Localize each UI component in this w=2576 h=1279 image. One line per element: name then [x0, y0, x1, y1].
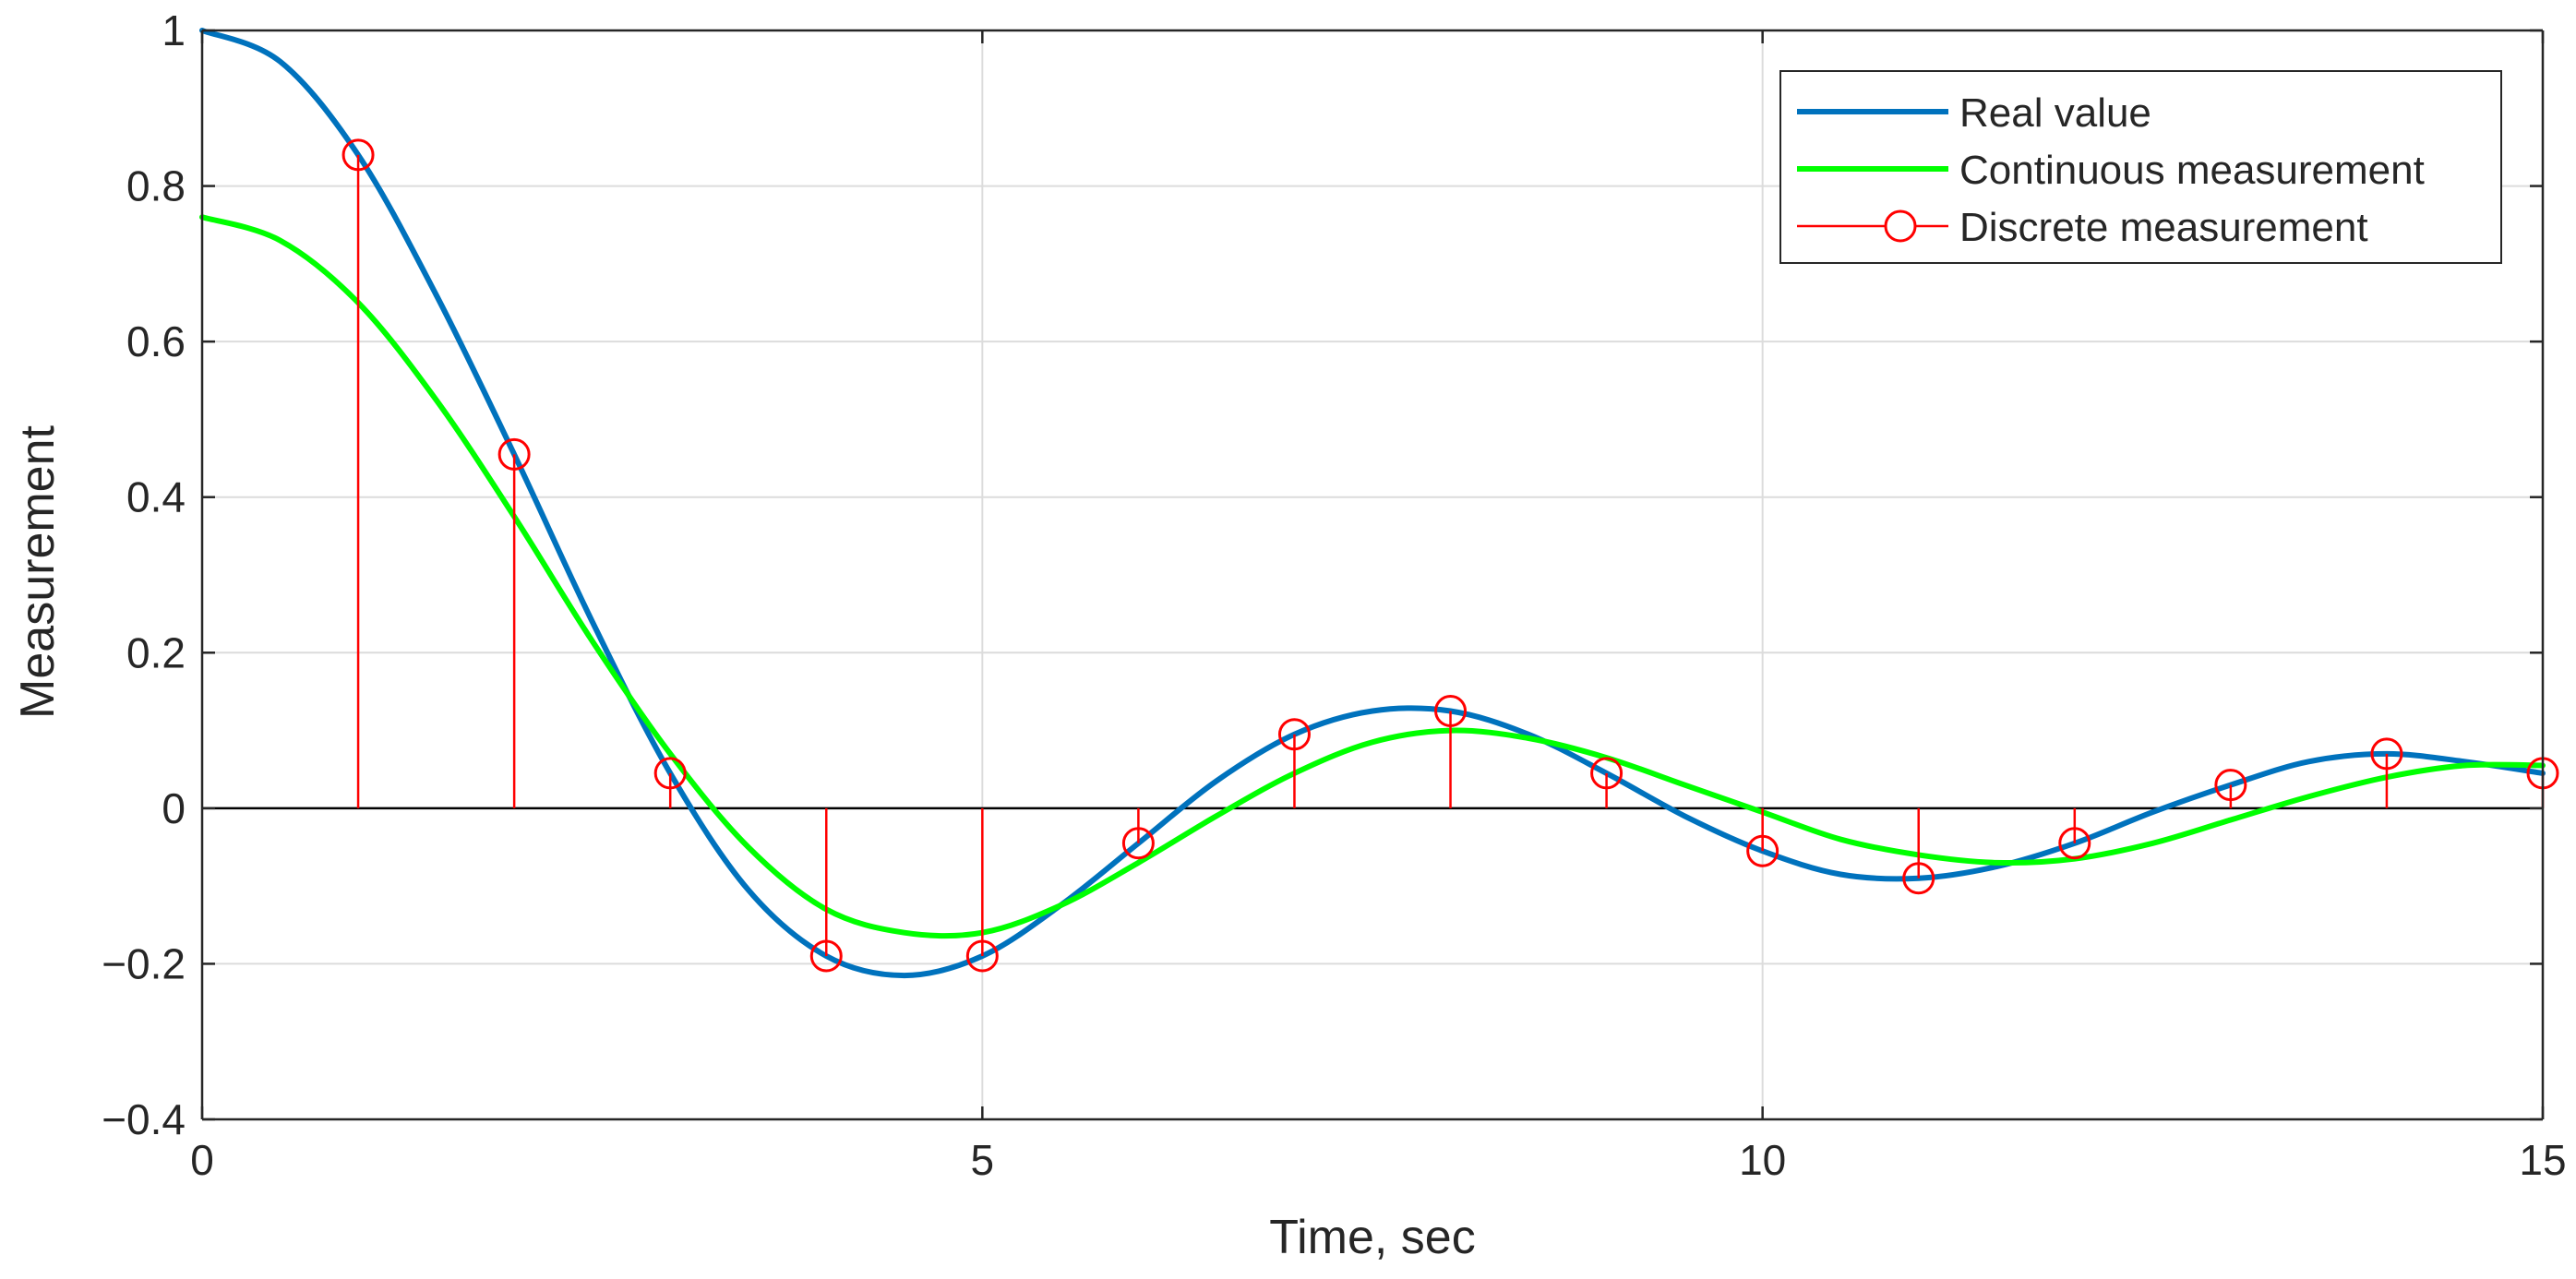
stem-marker: [653, 757, 687, 790]
discrete-measurement-stem: [2370, 737, 2403, 808]
legend-item: Discrete measurement: [1797, 205, 2368, 250]
legend: Real value Continuous measurement Discrete…: [1779, 70, 2502, 264]
stem-marker: [965, 939, 999, 973]
legend-marker: [1884, 209, 1917, 243]
stem-marker: [341, 138, 375, 172]
stem-marker: [2058, 827, 2091, 860]
stem-marker: [2214, 769, 2247, 802]
legend-item: Real value: [1797, 90, 2151, 136]
y-axis-label: Measurement: [11, 424, 65, 718]
y-tick-label: 0.8: [126, 162, 186, 210]
discrete-measurement-stem: [341, 138, 375, 808]
stem-marker: [2370, 737, 2403, 771]
discrete-measurement-stem: [1434, 695, 1468, 808]
legend-label: Real value: [1959, 90, 2151, 136]
discrete-measurement-stem: [653, 757, 687, 808]
discrete-measurement-stem: [1277, 718, 1311, 808]
discrete-measurement-stem: [2058, 807, 2091, 860]
discrete-measurement-stem: [965, 807, 999, 973]
legend-item: Continuous measurement: [1797, 148, 2425, 193]
y-tick-label: −0.4: [102, 1095, 186, 1143]
discrete-measurement-stem: [809, 807, 843, 973]
tick-labels: 0 5 10 15 −0.4 −0.2 0 0.2 0.4 0.6 0.8 1: [102, 6, 2566, 1184]
discrete-measurement-stem: [1902, 807, 1935, 895]
stem-marker: [1121, 827, 1155, 860]
y-tick-label: 0.2: [126, 628, 186, 676]
discrete-measurement-stem: [2214, 769, 2247, 808]
stem-marker: [1746, 834, 1779, 867]
stem-marker: [809, 939, 843, 973]
x-axis-label: Time, sec: [1269, 1211, 1475, 1264]
discrete-measurement-stem: [1746, 807, 1779, 867]
x-tick-label: 0: [190, 1136, 214, 1184]
discrete-measurement-stem: [1590, 757, 1623, 808]
series-group: [199, 28, 2559, 979]
y-tick-label: 0: [162, 784, 186, 832]
stem-marker: [1590, 757, 1623, 790]
y-tick-label: −0.2: [102, 939, 186, 987]
axes: [200, 29, 2545, 1121]
stem-marker: [497, 437, 531, 471]
x-tick-label: 5: [971, 1136, 995, 1184]
x-tick-label: 15: [2519, 1136, 2566, 1184]
x-tick-label: 10: [1739, 1136, 1786, 1184]
y-tick-label: 0.4: [126, 473, 186, 521]
y-tick-label: 0.6: [126, 317, 186, 365]
stem-marker: [1902, 862, 1935, 895]
legend-entries: Real value Continuous measurement Discrete…: [1797, 90, 2425, 250]
legend-label: Discrete measurement: [1959, 205, 2368, 250]
y-tick-label: 1: [162, 6, 186, 54]
continuous-measurement-line: [199, 214, 2546, 939]
stem-marker: [1434, 695, 1468, 727]
discrete-measurement-stem: [497, 437, 531, 808]
discrete-measurement-stem: [1121, 807, 1155, 860]
legend-label: Continuous measurement: [1959, 148, 2425, 193]
stem-marker: [1277, 718, 1311, 751]
